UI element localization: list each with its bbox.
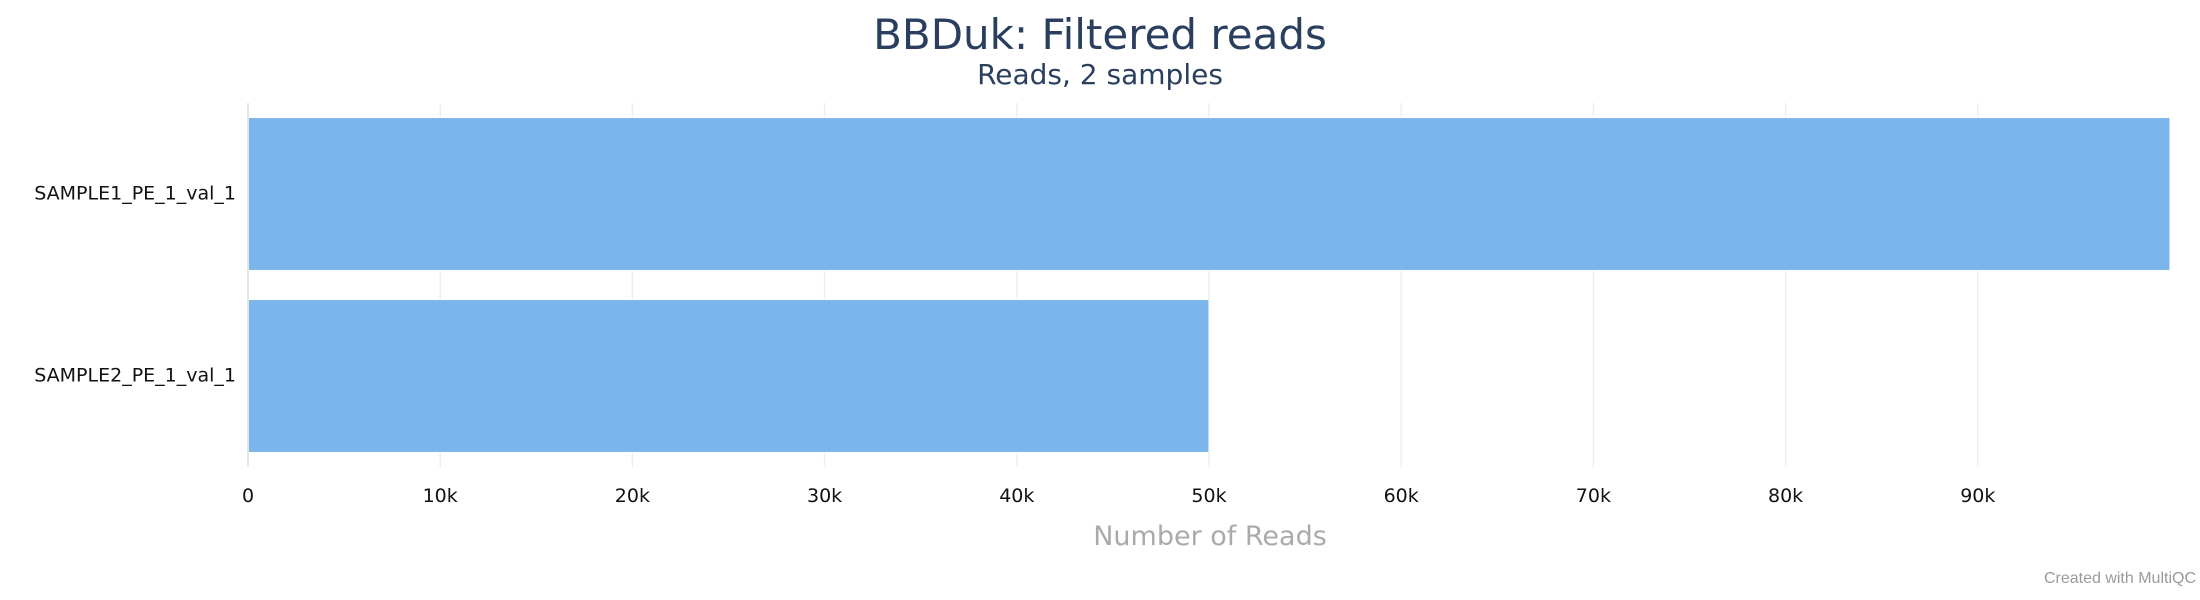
x-tick-label: 60k bbox=[1384, 485, 1419, 507]
bar[interactable] bbox=[247, 117, 2171, 271]
x-tick-label: 70k bbox=[1576, 485, 1611, 507]
x-axis-label: Number of Reads bbox=[1093, 521, 1327, 552]
category-labels: SAMPLE1_PE_1_val_1 SAMPLE2_PE_1_val_1 bbox=[34, 183, 236, 387]
bars bbox=[247, 117, 2171, 453]
x-tick-label: 50k bbox=[1191, 485, 1226, 507]
x-tick-label: 10k bbox=[423, 485, 458, 507]
x-tick-labels: 0 10k 20k 30k 40k 50k 60k 70k 80k 90k bbox=[242, 485, 1995, 507]
x-tick-label: 40k bbox=[999, 485, 1034, 507]
chart-subtitle: Reads, 2 samples bbox=[977, 58, 1223, 91]
x-tick-label: 0 bbox=[242, 485, 254, 507]
multiqc-credit: Created with MultiQC bbox=[2043, 570, 2196, 587]
bar[interactable] bbox=[247, 299, 1210, 453]
category-label: SAMPLE2_PE_1_val_1 bbox=[34, 365, 236, 387]
chart-title: BBDuk: Filtered reads bbox=[873, 10, 1327, 59]
x-tick-label: 30k bbox=[807, 485, 842, 507]
x-tick-label: 20k bbox=[615, 485, 650, 507]
category-label: SAMPLE1_PE_1_val_1 bbox=[34, 183, 236, 205]
x-tick-label: 80k bbox=[1768, 485, 1803, 507]
x-tick-label: 90k bbox=[1960, 485, 1995, 507]
